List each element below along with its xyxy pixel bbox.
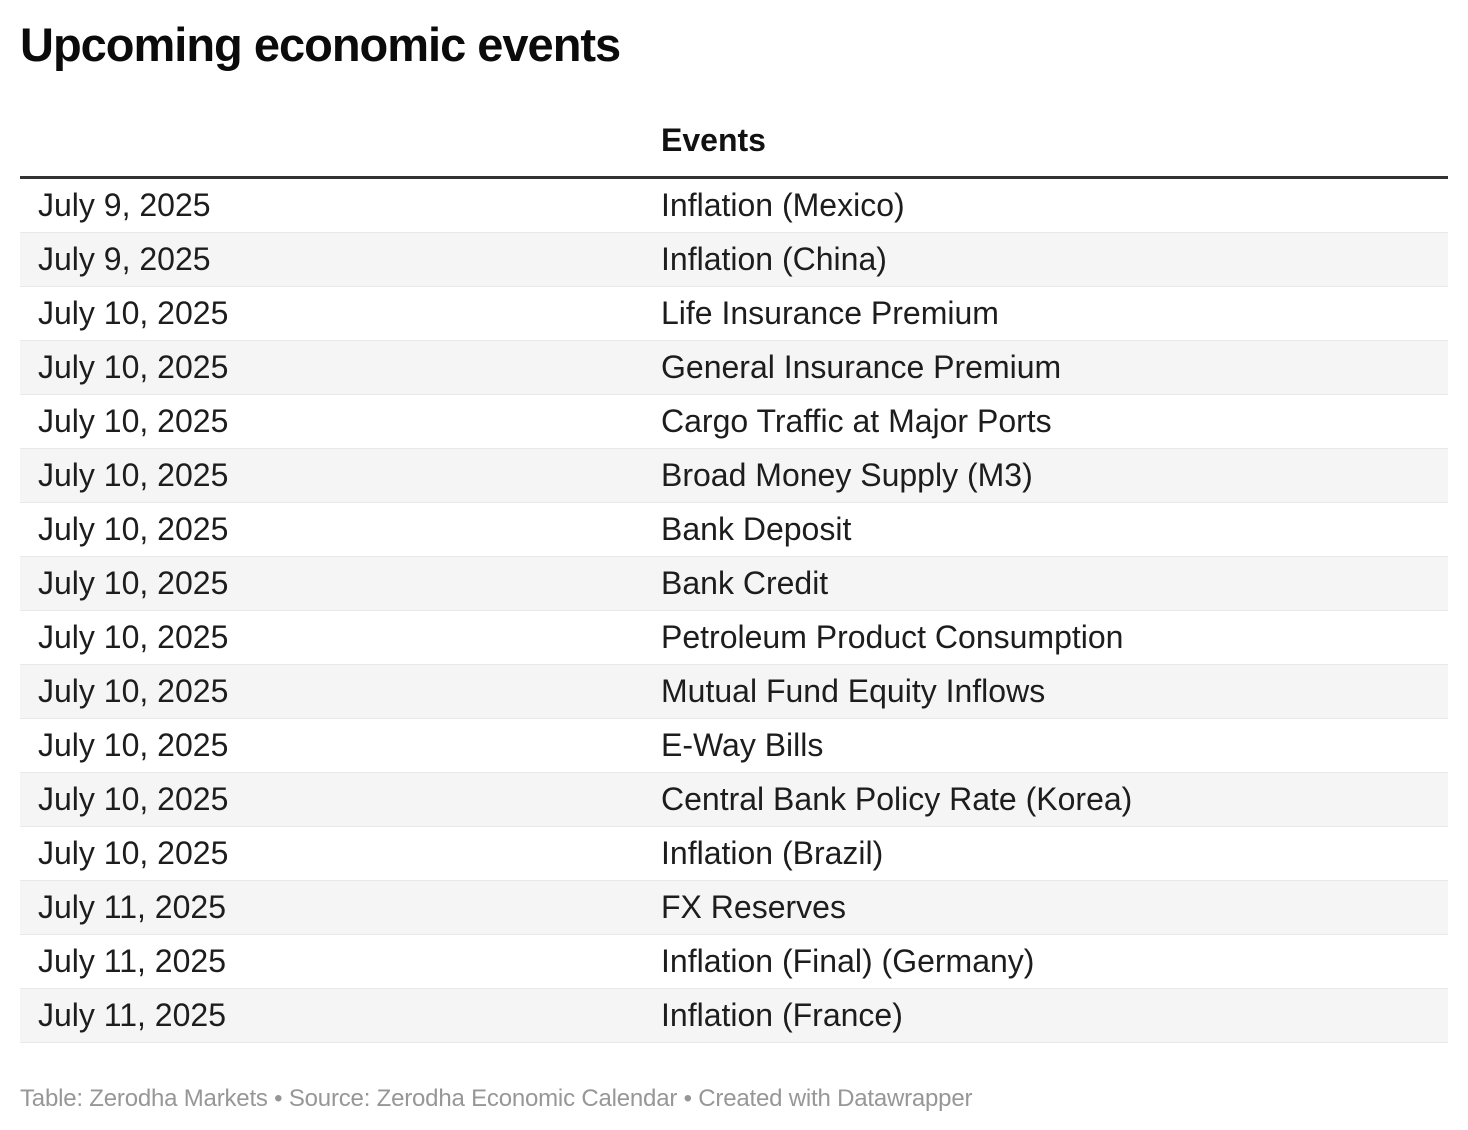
event-cell: Inflation (Mexico) [661, 187, 905, 223]
date-cell: July 10, 2025 [38, 835, 229, 871]
table-row: July 9, 2025 Inflation (China) [20, 232, 1448, 287]
date-cell: July 9, 2025 [38, 187, 211, 223]
header-row: Events [20, 72, 1448, 179]
date-cell: July 10, 2025 [38, 349, 229, 385]
event-cell: Broad Money Supply (M3) [661, 457, 1033, 493]
table-row: July 11, 2025 Inflation (Final) (Germany) [20, 935, 1448, 989]
event-cell: Central Bank Policy Rate (Korea) [661, 781, 1133, 817]
date-cell: July 9, 2025 [38, 241, 211, 277]
date-cell: July 11, 2025 [38, 943, 226, 979]
event-cell: E-Way Bills [661, 727, 824, 763]
date-cell: July 10, 2025 [38, 457, 229, 493]
table-row: July 10, 2025 E-Way Bills [20, 719, 1448, 773]
attribution-footer: Table: Zerodha Markets • Source: Zerodha… [20, 1085, 973, 1112]
table-row: July 9, 2025 Inflation (Mexico) [20, 178, 1448, 233]
event-cell: Inflation (China) [661, 241, 887, 277]
date-cell: July 11, 2025 [38, 997, 226, 1033]
event-cell: Life Insurance Premium [661, 295, 999, 331]
event-cell: FX Reserves [661, 889, 846, 925]
date-cell: July 10, 2025 [38, 781, 229, 817]
date-cell: July 10, 2025 [38, 565, 229, 601]
table-row: July 11, 2025 Inflation (France) [20, 988, 1448, 1043]
date-cell: July 11, 2025 [38, 889, 226, 925]
table-row: July 10, 2025 Central Bank Policy Rate (K… [20, 772, 1448, 827]
event-cell: Inflation (France) [661, 997, 903, 1033]
column-header-date [20, 72, 643, 179]
table-row: July 10, 2025 Bank Deposit [20, 503, 1448, 557]
date-cell: July 10, 2025 [38, 619, 229, 655]
date-cell: July 10, 2025 [38, 295, 229, 331]
event-cell: Cargo Traffic at Major Ports [661, 403, 1052, 439]
column-header-events: Events [643, 72, 1448, 179]
events-table: Events July 9, 2025 Inflation (Mexico) Jul… [20, 72, 1448, 1043]
event-cell: Petroleum Product Consumption [661, 619, 1124, 655]
table-header: Events [20, 72, 1448, 179]
table-row: July 10, 2025 General Insurance Premium [20, 340, 1448, 395]
table-row: July 10, 2025 Inflation (Brazil) [20, 827, 1448, 881]
date-cell: July 10, 2025 [38, 511, 229, 547]
event-cell: General Insurance Premium [661, 349, 1062, 385]
event-cell: Bank Credit [661, 565, 829, 601]
date-cell: July 10, 2025 [38, 673, 229, 709]
table-row: July 10, 2025 Cargo Traffic at Major Port… [20, 395, 1448, 449]
event-cell: Inflation (Brazil) [661, 835, 884, 871]
table-row: July 10, 2025 Broad Money Supply (M3) [20, 448, 1448, 503]
event-cell: Mutual Fund Equity Inflows [661, 673, 1046, 709]
table-row: July 10, 2025 Mutual Fund Equity Inflows [20, 664, 1448, 719]
table-body: July 9, 2025 Inflation (Mexico) July 9, 20… [20, 178, 1448, 1043]
table-row: July 10, 2025 Petroleum Product Consumpti… [20, 611, 1448, 665]
event-cell: Inflation (Final) (Germany) [661, 943, 1035, 979]
table-row: July 11, 2025 FX Reserves [20, 880, 1448, 935]
table-row: July 10, 2025 Life Insurance Premium [20, 287, 1448, 341]
event-cell: Bank Deposit [661, 511, 852, 547]
date-cell: July 10, 2025 [38, 727, 229, 763]
page-title: Upcoming economic events [20, 18, 621, 71]
date-cell: July 10, 2025 [38, 403, 229, 439]
table-row: July 10, 2025 Bank Credit [20, 556, 1448, 611]
